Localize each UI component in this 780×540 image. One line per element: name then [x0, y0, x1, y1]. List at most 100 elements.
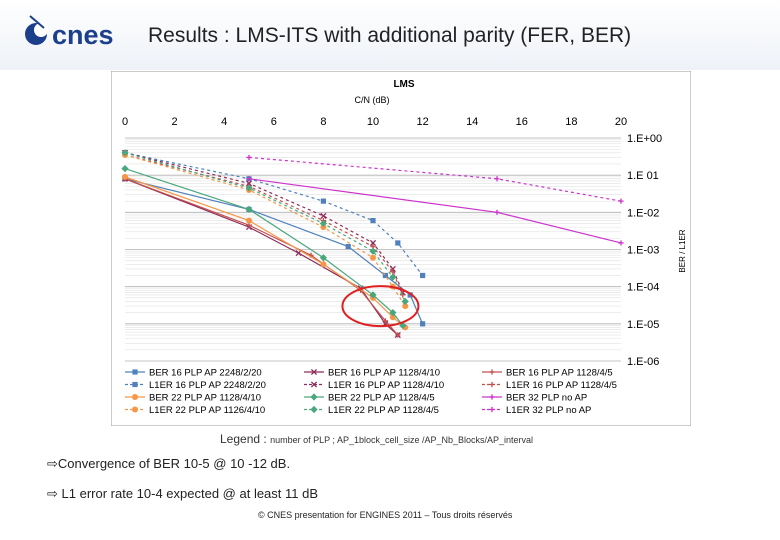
legend-label: BER 32 PLP no AP	[506, 393, 587, 404]
series-group	[246, 154, 624, 204]
data-point	[407, 292, 413, 298]
arrow-icon: ⇨	[47, 456, 58, 471]
data-point	[245, 205, 253, 213]
x-tick-label: 6	[271, 116, 277, 128]
legend-entry: BER 22 PLP AP 1128/4/5	[304, 393, 435, 404]
data-point	[618, 198, 624, 204]
data-point	[310, 393, 318, 401]
axis-layer: LMS C/N (dB) 0 2 4 6 8 10 12 14 16 18 201.E+00 1.E 01…	[122, 79, 687, 368]
x-tick-label: 0	[122, 116, 128, 128]
data-point	[132, 394, 138, 400]
y-axis-label: BER / L1ER	[678, 229, 687, 272]
legend-label: L1ER 22 PLP AP 1128/4/5	[328, 405, 439, 416]
data-point	[400, 292, 406, 298]
data-point	[320, 261, 327, 268]
data-point	[489, 369, 495, 375]
legend-label: BER 16 PLP AP 1128/4/5	[506, 368, 613, 379]
data-point	[246, 176, 252, 182]
data-point	[489, 381, 495, 388]
x-axis-label: C/N (dB)	[354, 95, 389, 105]
series-line	[124, 154, 406, 307]
data-point	[246, 217, 252, 224]
chart-frame	[110, 70, 692, 427]
y-tick-label: 1.E-05	[627, 319, 659, 331]
legend-caption: Legend : number of PLP ; AP_1block_cell_…	[220, 432, 533, 446]
data-point	[370, 217, 376, 224]
data-point	[132, 381, 138, 388]
data-point	[389, 265, 396, 272]
data-point	[369, 247, 377, 255]
legend-entry: BER 16 PLP AP 1128/4/10	[304, 368, 440, 379]
y-tick-label: 1.E-04	[627, 282, 659, 294]
data-point	[420, 321, 426, 327]
legend-label: L1ER 16 PLP AP 1128/4/10	[328, 380, 444, 391]
legend-entry: L1ER 32 PLP no AP	[482, 405, 591, 416]
x-tick-label: 4	[221, 116, 227, 128]
data-point	[399, 321, 407, 330]
cnes-logo: cnes	[25, 15, 114, 50]
x-tick-label: 18	[565, 116, 577, 128]
data-point	[494, 209, 500, 215]
legend-layer: BER 16 PLP AP 2248/2/20 BER 16 PLP AP 112…	[125, 368, 617, 416]
y-tick-label: 1.E+00	[627, 133, 662, 145]
legend-entry: BER 32 PLP no AP	[482, 393, 587, 404]
chart-container: LMS C/N (dB) 0 2 4 6 8 10 12 14 16 18 20 1.E+00 1.E 01…	[110, 70, 692, 427]
data-point	[122, 173, 128, 180]
data-point	[395, 332, 401, 338]
y-tick-label: 1.E-02	[627, 207, 659, 219]
y-tick-label: 1.E-06	[627, 356, 659, 368]
y-tick-label: 1.E 01	[627, 170, 659, 182]
data-point	[245, 184, 253, 192]
legend-entry: L1ER 22 PLP AP 1126/4/10	[125, 405, 265, 416]
data-point	[132, 369, 138, 375]
series-line	[124, 168, 404, 326]
legend-entry: BER 22 PLP AP 1128/4/10	[125, 393, 261, 404]
legend-label: BER 16 PLP AP 2248/2/20	[149, 368, 262, 379]
data-point	[310, 381, 318, 388]
series-group	[246, 176, 624, 246]
data-point	[310, 368, 318, 376]
data-point	[245, 180, 253, 187]
chart-title: LMS	[393, 79, 414, 90]
legend-entry: L1ER 22 PLP AP 1128/4/5	[304, 405, 439, 416]
data-point	[389, 314, 396, 321]
footer-copyright: © CNES presentation for ENGINES 2011 – T…	[258, 510, 513, 520]
x-tick-label: 8	[320, 116, 326, 128]
bullet-text-1: Convergence of BER 10-5 @ 10 -12 dB.	[57, 456, 291, 471]
data-point	[489, 406, 495, 413]
legend-label: BER 22 PLP AP 1128/4/10	[149, 393, 261, 404]
x-tick-label: 14	[466, 116, 478, 128]
data-point	[382, 272, 388, 279]
legend-label: BER 22 PLP AP 1128/4/5	[328, 393, 435, 404]
legend-caption-detail: number of PLP ; AP_1block_cell_size /AP_…	[270, 435, 534, 445]
data-point	[370, 254, 376, 261]
data-point	[389, 273, 397, 281]
header-band	[0, 0, 780, 70]
annotation-layer	[341, 285, 420, 328]
data-point	[310, 405, 318, 414]
x-tick-label: 10	[367, 116, 379, 128]
legend-entry: BER 16 PLP AP 1128/4/5	[482, 368, 613, 379]
data-point	[489, 394, 495, 400]
data-point	[402, 303, 409, 310]
legend-label: L1ER 16 PLP AP 2248/2/20	[149, 380, 266, 391]
legend-label: L1ER 16 PLP AP 1128/4/5	[506, 380, 617, 391]
bullet-convergence: ⇨Convergence of BER 10-5 @ 10 -12 dB.	[47, 456, 290, 472]
lms-chart: LMS C/N (dB) 0 2 4 6 8 10 12 14 16 18 201.E+00 1.E 01…	[110, 70, 692, 427]
legend-entry: L1ER 16 PLP AP 2248/2/20	[125, 380, 266, 391]
x-tick-label: 16	[516, 116, 528, 128]
legend-caption-prefix: Legend :	[220, 432, 267, 446]
data-point	[320, 224, 327, 231]
data-point	[121, 165, 129, 173]
data-point	[345, 243, 351, 250]
legend-entry: L1ER 16 PLP AP 1128/4/10	[304, 380, 444, 391]
slide-title: Results : LMS-ITS with additional parity…	[148, 24, 632, 47]
x-tick-label: 12	[416, 116, 428, 128]
data-point	[395, 240, 401, 246]
x-tick-label: 20	[615, 116, 627, 128]
data-point	[246, 154, 252, 161]
data-point	[369, 291, 377, 299]
legend-entry: L1ER 16 PLP AP 1128/4/5	[482, 380, 617, 391]
data-point	[121, 149, 129, 157]
series-group	[121, 165, 407, 330]
